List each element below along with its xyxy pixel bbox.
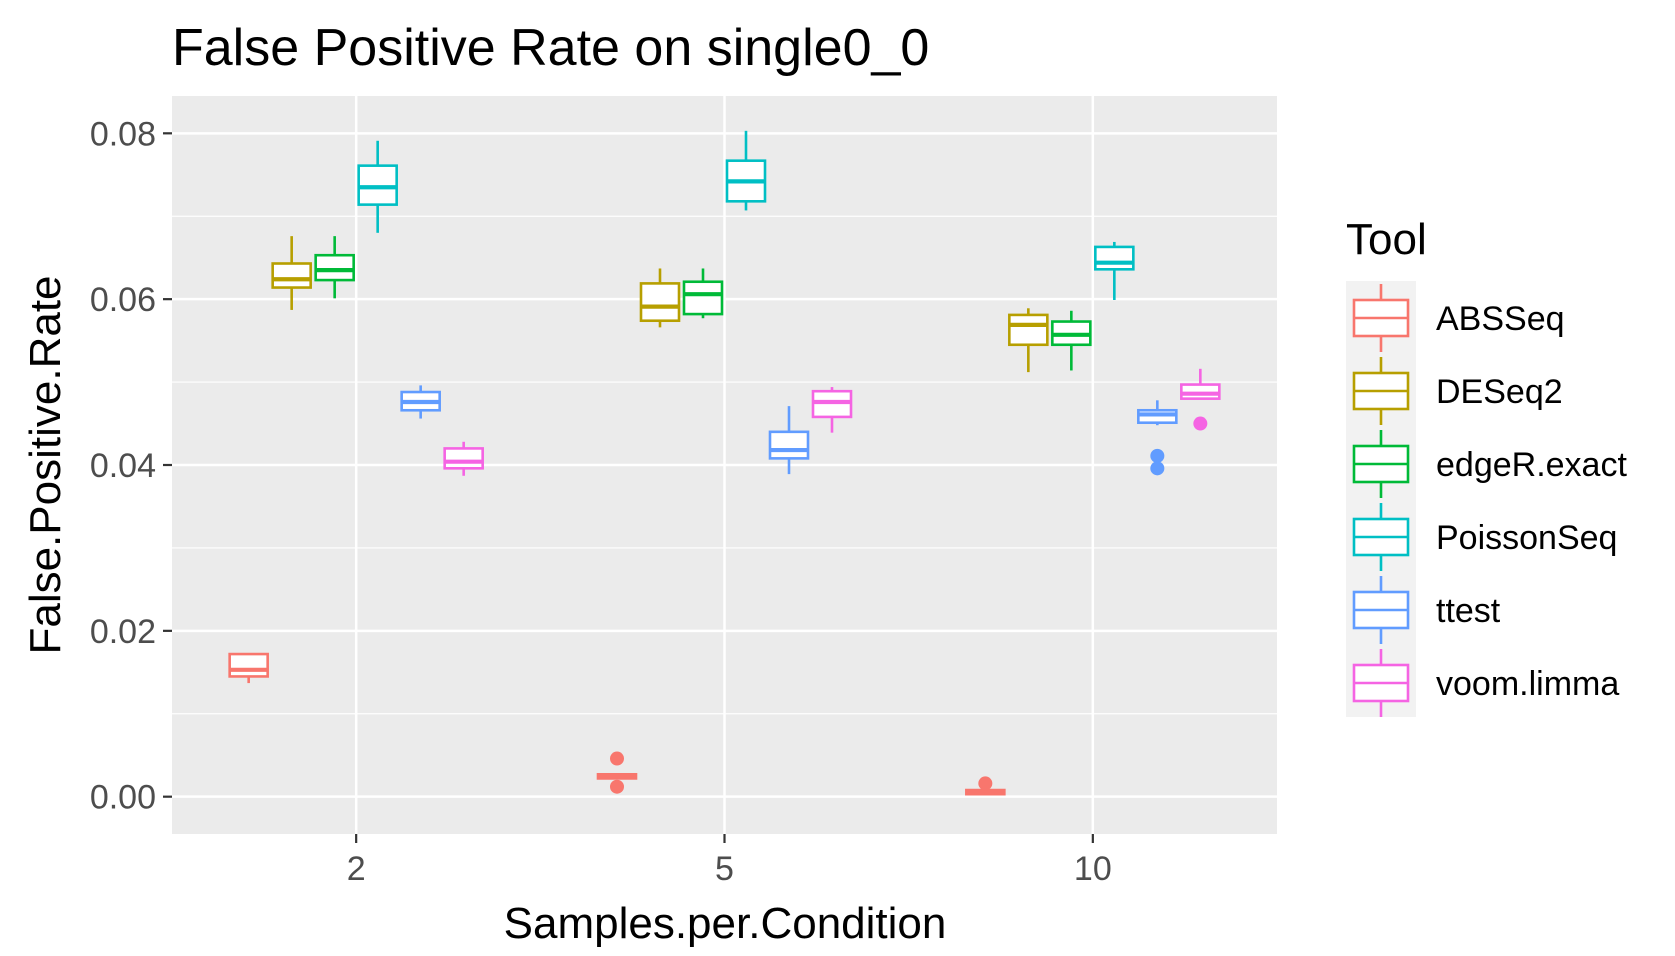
legend-item-DESeq2: DESeq2 — [1352, 357, 1563, 425]
box-ttest-5 — [768, 406, 810, 475]
box-ttest-10 — [1137, 400, 1178, 476]
x-tick-label: 5 — [715, 850, 734, 888]
box-edgeR.exact-2 — [314, 236, 355, 299]
box-ttest-2 — [400, 385, 441, 419]
outlier-point — [1150, 448, 1165, 463]
box-iqr — [271, 262, 312, 289]
box-PoissonSeq-10 — [1094, 241, 1135, 300]
legend-label: PoissonSeq — [1436, 519, 1617, 557]
box-DESeq2-5 — [639, 268, 681, 328]
axes: 0.00 0.02 0.04 0.06 0.08 2 5 10 — [90, 115, 1112, 888]
outlier-point — [1193, 416, 1208, 431]
legend-item-PoissonSeq: PoissonSeq — [1352, 503, 1617, 571]
box-PoissonSeq-2 — [357, 140, 398, 233]
box-edgeR.exact-10 — [1051, 310, 1092, 371]
x-tick-label: 10 — [1074, 850, 1112, 888]
legend-label: ttest — [1436, 592, 1501, 630]
box-iqr — [1008, 313, 1049, 347]
box-voom.limma-2 — [443, 441, 484, 476]
box-layer — [228, 130, 1221, 796]
y-tick-label: 0.02 — [90, 613, 156, 651]
box-ABSSeq-10 — [965, 776, 1006, 796]
x-axis-title: Samples.per.Condition — [504, 899, 947, 948]
legend-item-edgeR.exact: edgeR.exact — [1352, 430, 1627, 498]
y-tick-label: 0.08 — [90, 115, 156, 153]
legend-label: edgeR.exact — [1436, 446, 1627, 484]
chart-title: False Positive Rate on single0_0 — [172, 19, 929, 77]
legend-item-ABSSeq: ABSSeq — [1352, 284, 1565, 352]
outlier-point — [610, 779, 624, 794]
box-iqr — [768, 430, 810, 460]
x-tick-label: 2 — [347, 850, 366, 888]
box-ABSSeq-2 — [228, 652, 269, 684]
legend-key-background — [1346, 281, 1416, 717]
gridlines — [172, 96, 1277, 834]
box-voom.limma-10 — [1180, 368, 1221, 431]
y-tick-label: 0.00 — [90, 779, 156, 817]
legend-label: voom.limma — [1436, 665, 1619, 703]
box-edgeR.exact-5 — [682, 268, 724, 319]
box-iqr — [314, 253, 355, 282]
legend-title: Tool — [1346, 215, 1427, 264]
box-iqr — [443, 447, 484, 470]
y-axis-title: False.Positive.Rate — [21, 275, 70, 654]
box-DESeq2-10 — [1008, 308, 1049, 373]
box-PoissonSeq-5 — [725, 130, 767, 211]
box-iqr — [639, 282, 681, 323]
legend-item-voom.limma: voom.limma — [1352, 649, 1619, 717]
outlier-point — [978, 776, 993, 791]
box-iqr — [1094, 245, 1135, 271]
legend-item-ttest: ttest — [1352, 576, 1501, 644]
box-voom.limma-5 — [811, 387, 853, 433]
box-ABSSeq-5 — [596, 751, 638, 794]
box-iqr — [682, 280, 724, 316]
y-tick-label: 0.04 — [90, 447, 156, 485]
legend: ABSSeq DESeq2 edgeR.exact PoissonSeq ttest vo… — [1346, 281, 1627, 717]
outlier-point — [1150, 461, 1165, 476]
box-DESeq2-2 — [271, 236, 312, 310]
legend-label: ABSSeq — [1436, 300, 1565, 338]
legend-label: DESeq2 — [1436, 373, 1563, 411]
outlier-point — [610, 751, 624, 766]
box-iqr — [228, 652, 269, 678]
y-tick-label: 0.06 — [90, 281, 156, 319]
